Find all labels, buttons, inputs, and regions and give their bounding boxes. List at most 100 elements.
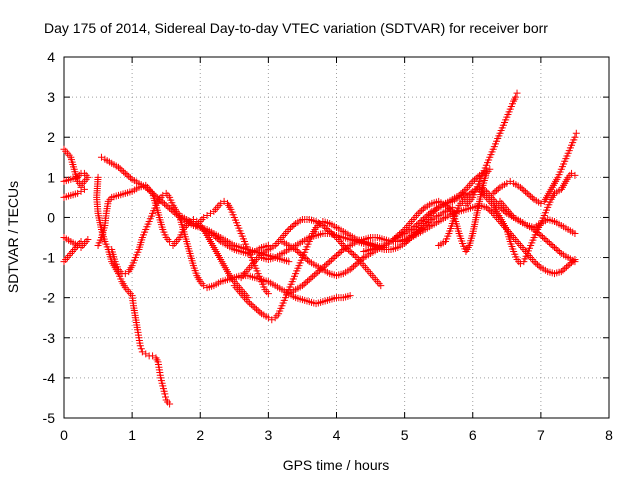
- data-point: [120, 168, 128, 176]
- data-point: [252, 305, 260, 313]
- data-point: [513, 89, 521, 97]
- y-tick-label: 4: [47, 49, 55, 65]
- data-point: [559, 266, 567, 274]
- data-point: [396, 230, 404, 238]
- data-point: [356, 257, 364, 265]
- data-point: [116, 165, 124, 173]
- data-point: [457, 190, 465, 198]
- data-point: [535, 262, 543, 270]
- data-point: [338, 247, 346, 255]
- data-point: [115, 163, 122, 171]
- data-point: [315, 267, 323, 275]
- series-track-19: [401, 201, 579, 278]
- data-point: [295, 249, 303, 257]
- data-point: [469, 177, 477, 185]
- data-point: [544, 238, 552, 246]
- data-point: [300, 280, 308, 288]
- series-track-5: [60, 169, 85, 185]
- data-point: [358, 255, 366, 263]
- data-point: [125, 172, 133, 180]
- data-point: [512, 93, 520, 101]
- data-point: [571, 171, 579, 179]
- y-tick-label: 1: [47, 169, 55, 185]
- data-point: [431, 206, 439, 214]
- data-point: [557, 268, 565, 276]
- data-point: [419, 205, 427, 213]
- data-point: [428, 209, 436, 217]
- x-tick-label: 0: [60, 427, 68, 443]
- data-point: [293, 247, 301, 255]
- data-point: [525, 191, 533, 199]
- data-point: [142, 183, 150, 191]
- data-point: [147, 188, 155, 196]
- data-point: [84, 236, 92, 244]
- data-point: [571, 229, 579, 237]
- data-point: [399, 227, 407, 235]
- data-point: [572, 129, 580, 137]
- data-point: [145, 186, 153, 194]
- data-point: [455, 191, 463, 199]
- data-point: [411, 222, 419, 230]
- data-point: [290, 221, 298, 229]
- data-point: [256, 308, 264, 316]
- data-point: [302, 279, 310, 287]
- data-point: [346, 248, 354, 256]
- data-point: [149, 189, 157, 197]
- data-point: [493, 186, 501, 194]
- y-tick-label: 3: [47, 89, 55, 105]
- data-point: [244, 298, 252, 306]
- data-point: [530, 258, 538, 266]
- data-point: [532, 259, 540, 267]
- chart-title: Day 175 of 2014, Sidereal Day-to-day VTE…: [44, 20, 548, 36]
- data-point: [346, 292, 354, 300]
- data-point: [542, 236, 550, 244]
- data-point: [152, 192, 160, 200]
- data-point: [136, 342, 144, 350]
- y-axis-label: SDTVAR / TECUs: [5, 181, 21, 293]
- data-point: [171, 209, 179, 217]
- data-point: [292, 246, 300, 254]
- x-tick-label: 2: [196, 427, 204, 443]
- data-point: [571, 258, 579, 266]
- data-point: [304, 277, 312, 285]
- data-point: [487, 208, 495, 216]
- x-tick-label: 6: [469, 427, 477, 443]
- data-point: [486, 165, 494, 173]
- data-point: [470, 176, 478, 184]
- data-point: [334, 250, 342, 258]
- data-point: [154, 194, 162, 202]
- data-point: [304, 256, 312, 264]
- series-track-2: [60, 238, 85, 266]
- data-point: [350, 263, 358, 271]
- data-point: [527, 192, 535, 200]
- series-track-18: [360, 165, 494, 256]
- data-point: [331, 253, 339, 261]
- data-point: [552, 245, 560, 253]
- series-track-8: [97, 153, 293, 266]
- data-point: [285, 258, 293, 266]
- data-point: [516, 183, 524, 191]
- data-point: [324, 259, 332, 267]
- data-point: [562, 263, 570, 271]
- data-point: [164, 203, 172, 211]
- data-point: [322, 261, 330, 269]
- data-point: [409, 224, 417, 232]
- data-point: [159, 198, 167, 206]
- series-track-9: [108, 189, 272, 278]
- data-point: [433, 205, 441, 213]
- data-point: [390, 235, 398, 243]
- data-point: [166, 238, 174, 246]
- data-point: [464, 192, 472, 200]
- y-tick-label: -5: [43, 410, 56, 426]
- data-point: [210, 231, 218, 239]
- x-axis-label: GPS time / hours: [283, 457, 390, 473]
- data-point: [77, 238, 85, 246]
- x-tick-label: 7: [537, 427, 545, 443]
- data-point: [321, 262, 329, 270]
- data-point: [518, 185, 526, 193]
- data-point: [520, 186, 528, 194]
- y-tick-label: 0: [47, 209, 55, 225]
- series-track-24: [496, 197, 579, 237]
- y-tick-label: 2: [47, 129, 55, 145]
